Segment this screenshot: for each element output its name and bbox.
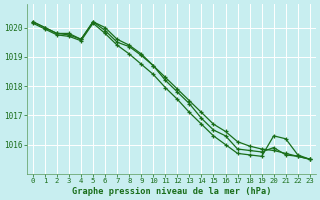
X-axis label: Graphe pression niveau de la mer (hPa): Graphe pression niveau de la mer (hPa) bbox=[72, 187, 271, 196]
